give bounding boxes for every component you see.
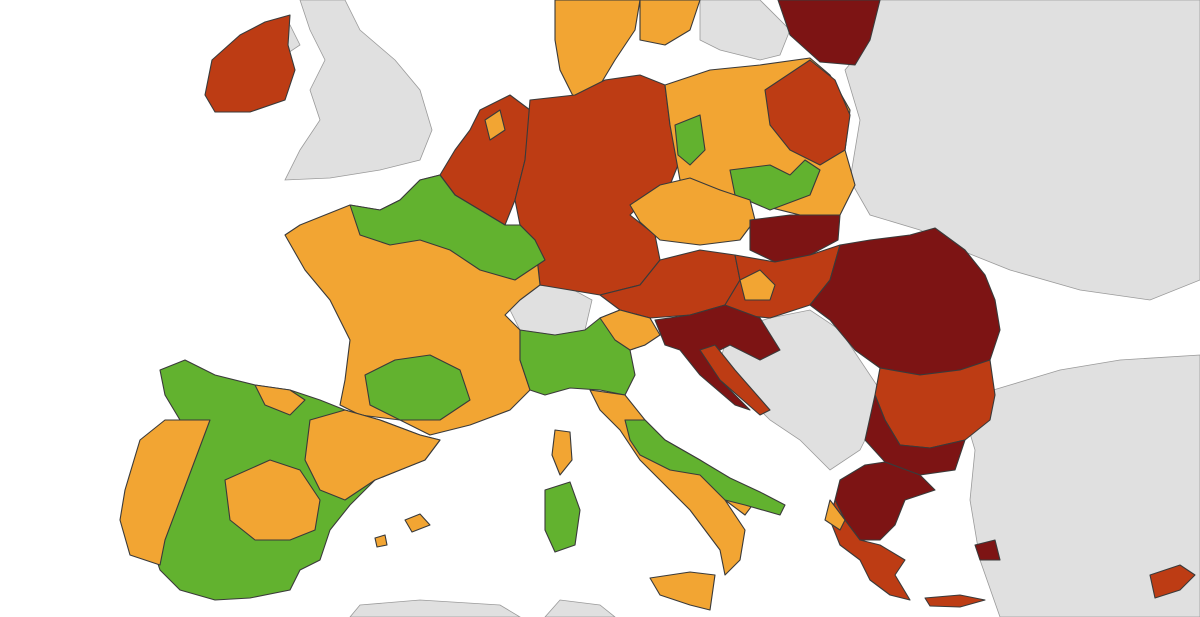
region [599,309,661,351]
region [829,499,911,601]
region [544,481,581,553]
region [924,594,986,608]
region [864,394,966,476]
region [764,59,851,166]
region [204,14,296,113]
region [749,214,841,263]
region [484,109,506,141]
region [254,384,306,416]
region [119,419,211,566]
region [1149,564,1196,599]
region [699,344,771,416]
region [224,459,321,541]
region [364,354,471,421]
region [374,534,388,548]
region [649,571,716,611]
region [824,499,846,531]
region [639,0,701,46]
region [739,269,776,301]
region [777,0,881,66]
region [551,429,573,476]
region [974,539,1001,561]
region [624,419,786,516]
region [304,409,441,501]
region [404,513,431,533]
region [349,174,546,281]
region [674,114,706,166]
